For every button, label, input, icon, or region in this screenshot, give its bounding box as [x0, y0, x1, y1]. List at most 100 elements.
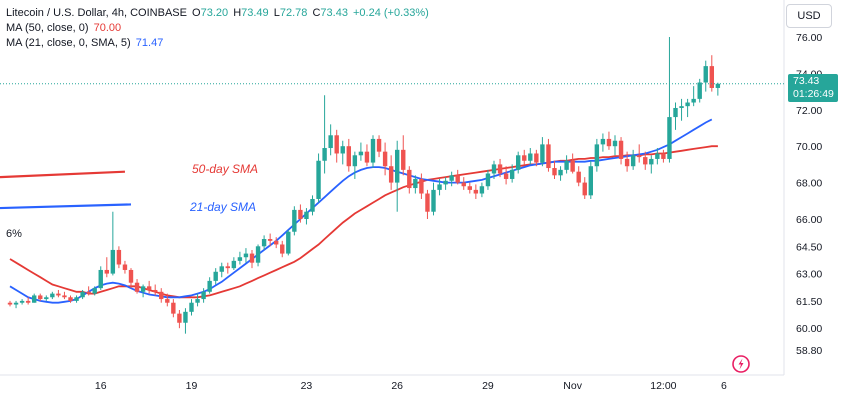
candle — [104, 257, 109, 278]
y-tick-label: 60.00 — [796, 323, 822, 335]
candle — [249, 249, 255, 269]
x-tick-label: Nov — [563, 380, 582, 392]
candle — [528, 148, 533, 165]
candle — [479, 182, 485, 198]
time-axis[interactable]: 16 19 23 26 29 Nov 12:00 6 — [95, 380, 727, 392]
candle — [98, 266, 103, 290]
annotation-label: 21-day SMA — [189, 200, 256, 214]
last-price-badge: 73.43 01:26:49 — [788, 74, 838, 102]
candle — [86, 286, 91, 296]
candle — [358, 142, 364, 161]
candle — [576, 166, 581, 187]
indicator-ma21[interactable]: MA (21, close, 0, SMA, 5) 71.47 — [6, 36, 429, 51]
candle — [485, 169, 491, 190]
candle — [304, 208, 309, 225]
ohlc-close-value: 73.43 — [320, 7, 348, 19]
candle — [74, 295, 79, 303]
candle — [612, 135, 618, 156]
y-tick-label: 64.50 — [796, 241, 822, 253]
candle — [600, 133, 606, 152]
cropped-label: 6% — [6, 228, 22, 240]
bar-countdown: 01:26:49 — [793, 88, 834, 100]
indicator-ma50[interactable]: MA (50, close, 0) 70.00 — [6, 21, 429, 36]
candle — [697, 78, 702, 103]
candle — [334, 129, 339, 163]
candle — [401, 135, 406, 176]
candle — [316, 153, 321, 203]
tradingview-logo-icon[interactable] — [731, 354, 751, 374]
candle — [467, 182, 472, 194]
candle — [606, 131, 612, 150]
candle — [637, 144, 642, 163]
candle — [709, 55, 714, 92]
candle — [183, 308, 188, 334]
candle — [564, 155, 569, 174]
ohlc-low: L72.78 — [274, 7, 308, 19]
candle — [624, 151, 630, 172]
ohlc-high-label: H — [233, 7, 242, 19]
ohlc-close: C73.43 — [312, 7, 347, 19]
candle — [328, 124, 333, 156]
candle — [582, 177, 587, 199]
candle — [80, 289, 85, 300]
candle — [50, 291, 55, 300]
candle — [201, 288, 206, 303]
indicator-ma21-label: MA (21, close, 0, SMA, 5) — [6, 37, 131, 49]
candle — [207, 277, 212, 294]
candle — [630, 149, 636, 170]
x-tick-label: 12:00 — [650, 380, 676, 392]
ohlc-low-label: L — [273, 7, 280, 19]
currency-button[interactable]: USD — [786, 4, 832, 28]
candle — [219, 262, 224, 278]
candle — [395, 140, 400, 212]
candle — [195, 293, 200, 307]
x-tick-label: 6 — [721, 380, 727, 392]
candle — [140, 284, 146, 298]
candle — [703, 60, 708, 92]
candle — [570, 153, 575, 174]
candle — [661, 149, 666, 163]
y-tick-label: 72.00 — [796, 105, 822, 117]
candle — [261, 235, 267, 250]
symbol-title[interactable]: Litecoin / U.S. Dollar, 4h, COINBASE — [6, 7, 187, 19]
candle — [274, 237, 279, 249]
candle — [679, 98, 684, 121]
ohlc-open-label: O — [192, 7, 201, 19]
candle — [44, 295, 49, 301]
y-tick-label: 58.80 — [796, 345, 822, 357]
candle — [292, 206, 297, 236]
candle — [376, 135, 382, 158]
candle — [540, 137, 545, 167]
candle — [370, 135, 376, 169]
indicator-ma50-value: 70.00 — [93, 22, 122, 34]
candle — [116, 246, 122, 269]
price-change: +0.24 (+0.33%) — [353, 7, 429, 19]
candle — [146, 280, 152, 294]
candle — [382, 142, 388, 176]
candle — [62, 291, 67, 300]
candle — [56, 289, 61, 298]
candle — [280, 240, 285, 258]
y-tick-label: 66.00 — [796, 214, 822, 226]
candle — [346, 138, 351, 172]
candle — [522, 149, 527, 165]
candle — [231, 257, 237, 270]
candle — [594, 138, 600, 172]
y-tick-label: 63.00 — [796, 269, 822, 281]
candle — [165, 293, 170, 307]
candle — [340, 140, 345, 165]
y-tick-label: 70.00 — [796, 141, 822, 153]
candle — [503, 166, 509, 185]
annotation-line — [0, 170, 125, 179]
annotations: 50-day SMA 21-day SMA — [0, 162, 258, 214]
x-tick-label: 23 — [301, 380, 313, 392]
candle — [189, 299, 194, 316]
symbol-row: Litecoin / U.S. Dollar, 4h, COINBASE O 73… — [6, 6, 429, 21]
candle — [534, 149, 539, 167]
candle — [32, 293, 37, 303]
candle — [92, 286, 97, 296]
candle — [110, 211, 116, 276]
x-tick-label: 19 — [186, 380, 198, 392]
y-tick-label: 68.00 — [796, 178, 822, 190]
